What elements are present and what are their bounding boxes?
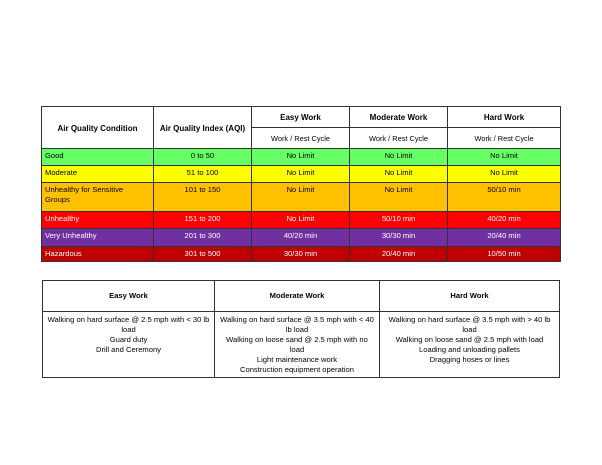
subheader-cycle: Work / Rest Cycle: [349, 127, 448, 149]
header-condition: Air Quality Condition: [41, 106, 154, 149]
work-example-item: Walking on hard surface @ 2.5 mph with <…: [47, 315, 210, 334]
hard-cell: 50/10 min: [447, 182, 561, 212]
work-examples-cell: Walking on hard surface @ 2.5 mph with <…: [42, 311, 215, 378]
easy-cell: 30/30 min: [251, 246, 350, 262]
subheader-cycle: Work / Rest Cycle: [251, 127, 350, 149]
work-example-item: Loading and unloading pallets: [419, 345, 520, 354]
hard-cell: 40/20 min: [447, 211, 561, 229]
aqi-cell: 151 to 200: [153, 211, 252, 229]
easy-cell: 40/20 min: [251, 228, 350, 247]
header-aqi: Air Quality Index (AQI): [153, 106, 252, 149]
header-easy-work: Easy Work: [251, 106, 350, 128]
easy-cell: No Limit: [251, 211, 350, 229]
aqi-cell: 0 to 50: [153, 148, 252, 166]
work-example-item: Drill and Ceremony: [96, 345, 161, 354]
work-examples-cell: Walking on hard surface @ 3.5 mph with >…: [379, 311, 560, 378]
work-example-item: Light maintenance work: [256, 355, 338, 364]
moderate-cell: 50/10 min: [349, 211, 448, 229]
hard-cell: No Limit: [447, 165, 561, 183]
work-example-item: Walking on loose sand @ 2.5 mph with loa…: [395, 335, 544, 344]
work-example-item: Walking on hard surface @ 3.5 mph with >…: [388, 315, 551, 334]
condition-cell: Very Unhealthy: [41, 228, 154, 247]
moderate-cell: No Limit: [349, 148, 448, 166]
easy-cell: No Limit: [251, 148, 350, 166]
aqi-cell: 301 to 500: [153, 246, 252, 262]
subheader-cycle: Work / Rest Cycle: [447, 127, 561, 149]
aqi-row: Very Unhealthy 201 to 300 40/20 min 30/30 m…: [41, 228, 561, 247]
aqi-row: Unhealthy 151 to 200 No Limit 50/10 min 40/2…: [41, 211, 561, 229]
aqi-cell: 51 to 100: [153, 165, 252, 183]
moderate-cell: No Limit: [349, 182, 448, 212]
header-moderate-work: Moderate Work: [349, 106, 448, 128]
condition-cell: Moderate: [41, 165, 154, 183]
work-example-item: Guard duty: [109, 335, 148, 344]
hard-cell: 10/50 min: [447, 246, 561, 262]
moderate-cell: 30/30 min: [349, 228, 448, 247]
easy-cell: No Limit: [251, 182, 350, 212]
condition-cell: Hazardous: [41, 246, 154, 262]
work-examples-table: Easy Work Moderate Work Hard Work Walkin…: [42, 280, 560, 378]
aqi-work-rest-table: Air Quality Condition Air Quality Index …: [41, 106, 561, 262]
aqi-cell: 101 to 150: [153, 182, 252, 212]
work-example-item: Walking on hard surface @ 3.5 mph with <…: [220, 315, 374, 334]
header-hard-work: Hard Work: [379, 280, 560, 312]
aqi-row: Hazardous 301 to 500 30/30 min 20/40 min 10/…: [41, 246, 561, 262]
aqi-row: Good 0 to 50 No Limit No Limit No Limit: [41, 148, 561, 166]
work-example-item: Construction equipment operation: [240, 365, 354, 374]
hard-cell: 20/40 min: [447, 228, 561, 247]
work-example-item: Dragging hoses or lines: [429, 355, 510, 364]
easy-cell: No Limit: [251, 165, 350, 183]
hard-cell: No Limit: [447, 148, 561, 166]
work-examples-cell: Walking on hard surface @ 3.5 mph with <…: [214, 311, 380, 378]
moderate-cell: 20/40 min: [349, 246, 448, 262]
moderate-cell: No Limit: [349, 165, 448, 183]
header-hard-work: Hard Work: [447, 106, 561, 128]
header-moderate-work: Moderate Work: [214, 280, 380, 312]
condition-cell: Unhealthy: [41, 211, 154, 229]
condition-cell: Unhealthy for Sensitive Groups: [41, 182, 154, 212]
header-easy-work: Easy Work: [42, 280, 215, 312]
condition-cell: Good: [41, 148, 154, 166]
work-example-item: Walking on loose sand @ 2.5 mph with no …: [226, 335, 368, 354]
aqi-row: Unhealthy for Sensitive Groups 101 to 150…: [41, 182, 561, 212]
aqi-row: Moderate 51 to 100 No Limit No Limit No Limi…: [41, 165, 561, 183]
aqi-cell: 201 to 300: [153, 228, 252, 247]
